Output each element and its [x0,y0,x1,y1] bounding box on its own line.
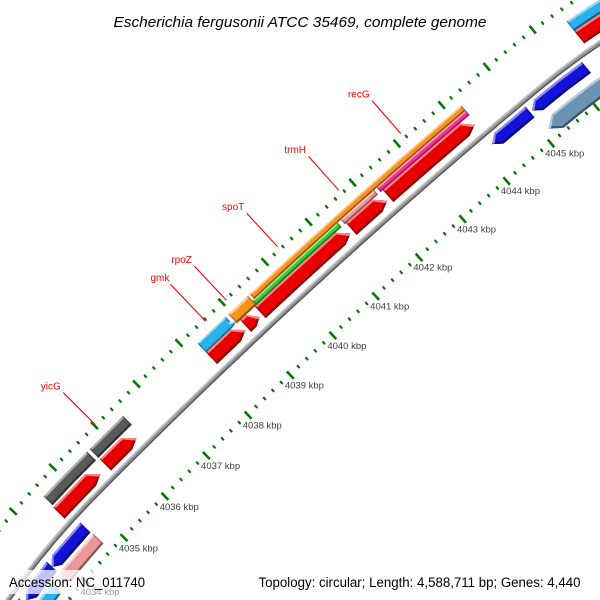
svg-text:rpoZ: rpoZ [171,255,192,266]
svg-text:gmk: gmk [150,273,170,284]
svg-text:4041 kbp: 4041 kbp [370,302,409,313]
svg-text:4043 kbp: 4043 kbp [457,224,496,235]
svg-text:4040 kbp: 4040 kbp [327,341,366,352]
svg-text:4044 kbp: 4044 kbp [501,186,540,197]
svg-text:recG: recG [348,89,370,100]
svg-text:4036 kbp: 4036 kbp [160,502,199,513]
svg-text:4038 kbp: 4038 kbp [243,421,282,432]
svg-text:4045 kbp: 4045 kbp [545,149,584,160]
svg-text:trmH: trmH [284,145,306,156]
svg-text:4039 kbp: 4039 kbp [285,381,324,392]
svg-text:Accession: NC_011740: Accession: NC_011740 [9,575,145,590]
svg-text:4037 kbp: 4037 kbp [201,461,240,472]
svg-text:Topology: circular; Length: 4,: Topology: circular; Length: 4,588,711 bp… [259,575,581,590]
svg-text:4042 kbp: 4042 kbp [413,263,452,274]
svg-text:spoT: spoT [222,202,244,213]
svg-text:yicG: yicG [41,381,61,392]
svg-text:Escherichia fergusonii ATCC 35: Escherichia fergusonii ATCC 35469, compl… [114,14,487,31]
svg-text:4035 kbp: 4035 kbp [119,543,158,554]
svg-text:4034 kbp: 4034 kbp [80,587,119,598]
